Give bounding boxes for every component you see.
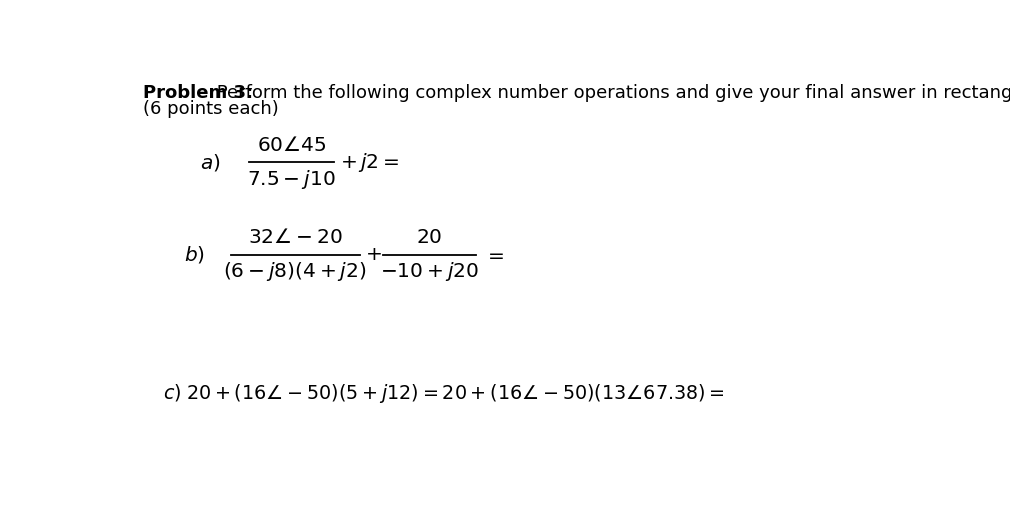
- Text: $=$: $=$: [484, 245, 504, 264]
- Text: $(6 - j8)(4 + j2)$: $(6 - j8)(4 + j2)$: [223, 261, 367, 283]
- Text: $60\angle 45$: $60\angle 45$: [257, 136, 326, 155]
- Text: $32\angle - 20$: $32\angle - 20$: [247, 228, 342, 248]
- Text: Perform the following complex number operations and give your final answer in re: Perform the following complex number ope…: [211, 84, 1010, 102]
- Text: $b)$: $b)$: [185, 244, 205, 265]
- Text: $+$: $+$: [365, 245, 382, 264]
- Text: $+ \, j2 =$: $+ \, j2 =$: [340, 151, 399, 174]
- Text: $c)\; 20 + (16\angle - 50)(5 + j12) = 20 + (16\angle - 50)(13\angle 67.38) =$: $c)\; 20 + (16\angle - 50)(5 + j12) = 20…: [164, 382, 725, 405]
- Text: (6 points each): (6 points each): [143, 100, 279, 118]
- Text: $-10 + j20$: $-10 + j20$: [380, 261, 479, 283]
- Text: $20$: $20$: [416, 228, 442, 248]
- Text: $7.5 - j10$: $7.5 - j10$: [247, 168, 335, 191]
- Text: $a)$: $a)$: [200, 152, 220, 173]
- Text: Problem 3:: Problem 3:: [143, 84, 254, 102]
